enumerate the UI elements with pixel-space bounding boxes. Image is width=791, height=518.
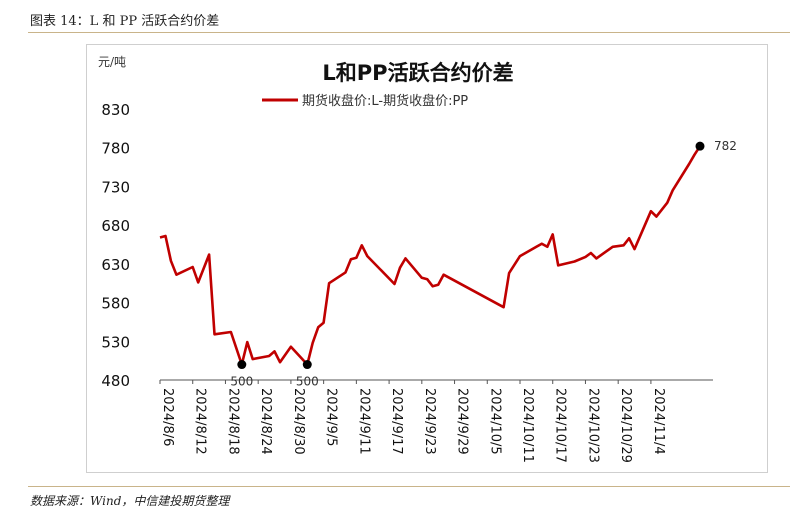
y-tick-label: 680 [101,217,130,235]
x-axis: 2024/8/6 2024/8/12 2024/8/18 2024/8/24 2024/… [159,379,713,463]
y-tick-label: 830 [101,101,130,119]
x-tick-label: 2024/9/17 [389,388,404,455]
x-tick-label: 2024/9/29 [455,388,470,455]
x-tick-label: 2024/8/12 [193,388,208,455]
x-tick-label: 2024/9/5 [324,388,339,446]
annotation-label: 500 [230,375,253,389]
line-chart: 元/吨 L和PP活跃合约价差 期货收盘价:L-期货收盘价:PP 480 530 58… [98,55,737,463]
y-tick-label: 530 [101,333,130,351]
x-tick-label: 2024/8/30 [291,388,306,455]
y-tick-label: 480 [101,372,130,390]
annotation-label: 500 [296,375,319,389]
top-divider [28,32,790,33]
figure-caption: 图表 14：L 和 PP 活跃合约价差 [30,14,220,29]
y-tick-label: 630 [101,256,130,274]
x-tick-label: 2024/10/29 [618,388,633,463]
annotation-marker [695,141,705,151]
x-tick-label: 2024/8/18 [225,388,240,455]
y-axis: 480 530 580 630 680 730 780 830 [101,101,130,390]
source-note: 数据来源：Wind，中信建投期货整理 [30,494,230,508]
x-tick-label: 2024/8/24 [258,388,273,455]
plot-area: 500 500 782 [159,139,737,389]
x-tick-label: 2024/9/23 [422,388,437,455]
x-tick-label: 2024/11/4 [651,388,666,455]
x-tick-label: 2024/10/23 [585,388,600,463]
x-tick-label: 2024/10/11 [520,388,535,463]
series-line [159,145,702,366]
y-tick-label: 780 [101,140,130,158]
y-tick-label: 580 [101,295,130,313]
chart-title: L和PP活跃合约价差 [322,61,513,85]
y-unit-label: 元/吨 [98,55,126,69]
legend-label: 期货收盘价:L-期货收盘价:PP [302,93,468,109]
x-tick-label: 2024/10/5 [487,388,502,455]
chart-frame [86,44,768,473]
annotation-marker [302,360,312,370]
annotation-label: 782 [714,139,737,153]
annotation-marker [237,360,247,370]
x-tick-label: 2024/10/17 [553,388,568,463]
y-tick-label: 730 [101,178,130,196]
x-tick-label: 2024/9/11 [356,388,371,455]
x-tick-label: 2024/8/6 [160,388,175,446]
bottom-divider [28,486,790,487]
